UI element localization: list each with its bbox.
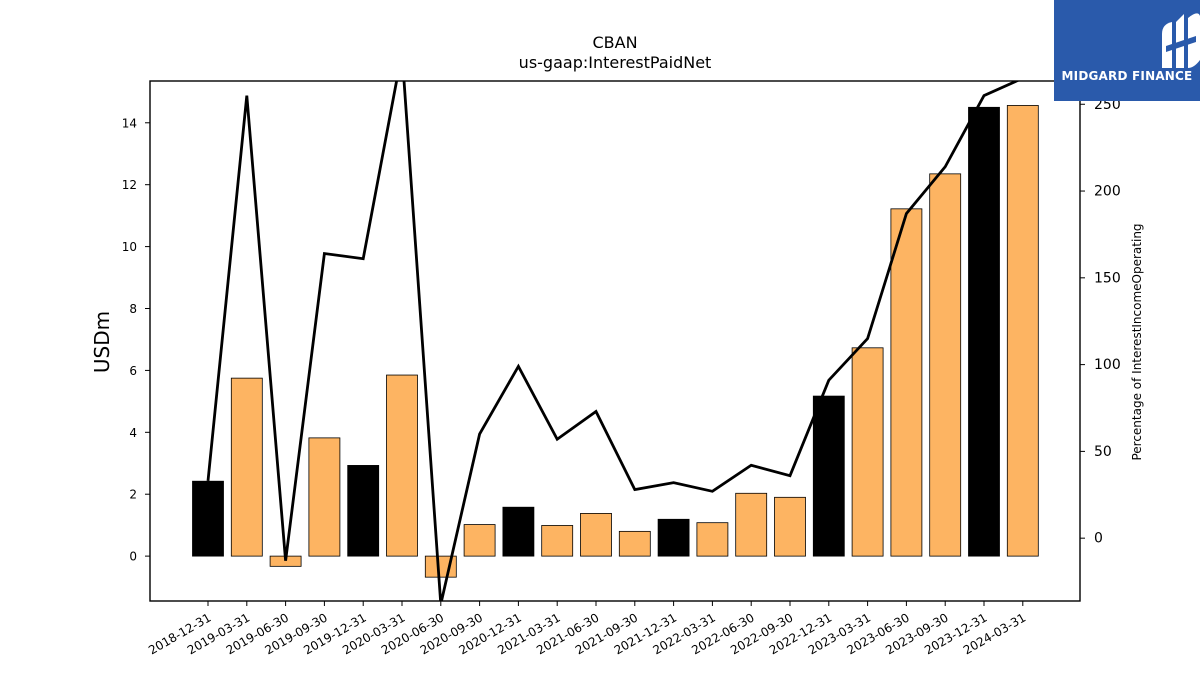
- bar: [890, 208, 923, 557]
- y-tick-label: 0: [129, 550, 137, 564]
- y-tick-label: 2: [129, 488, 137, 502]
- bar: [851, 347, 884, 557]
- bar: [657, 518, 690, 557]
- y-tick-label: 10: [122, 240, 137, 254]
- bar: [618, 530, 651, 557]
- y-tick-label: 8: [129, 302, 137, 316]
- y-tick-label: 12: [122, 178, 137, 192]
- y2-tick-label: 0: [1094, 531, 1103, 547]
- y2-tick-label: 50: [1094, 444, 1112, 460]
- bar-series: [192, 105, 1039, 578]
- bar: [929, 173, 962, 557]
- logo-mark-icon: [1162, 13, 1200, 68]
- bar: [386, 374, 418, 557]
- bar: [230, 377, 263, 557]
- plot-frame: [149, 80, 1081, 602]
- y2-tick-label: 150: [1094, 270, 1121, 286]
- logo-text: MIDGARD FINANCE: [1061, 69, 1193, 83]
- chart-title: CBAN: [592, 33, 637, 52]
- bar: [696, 522, 729, 557]
- line-series: [206, 81, 1021, 601]
- bar: [463, 524, 496, 557]
- y-tick-label: 6: [129, 364, 137, 378]
- bar: [812, 395, 845, 557]
- y-axis-label: USDm: [90, 311, 114, 373]
- bar: [347, 465, 380, 557]
- midgard-finance-logo: MIDGARD FINANCE: [1054, 0, 1200, 101]
- series-line: [206, 81, 1021, 601]
- bar: [774, 496, 806, 557]
- y-tick-label: 14: [122, 116, 137, 130]
- y2-axis-label: Percentage of InterestIncomeOperating: [1130, 223, 1144, 460]
- bar: [541, 525, 574, 557]
- bar: [735, 492, 768, 557]
- y2-tick-label: 200: [1094, 184, 1121, 200]
- chart-subtitle: us-gaap:InterestPaidNet: [519, 53, 712, 72]
- y2-tick-label: 100: [1094, 357, 1121, 373]
- bar: [1006, 105, 1039, 557]
- bar: [580, 513, 612, 557]
- bar: [968, 106, 1000, 557]
- bar: [308, 437, 341, 557]
- bar: [502, 506, 535, 557]
- bar: [192, 480, 224, 557]
- y-tick-label: 4: [129, 426, 137, 440]
